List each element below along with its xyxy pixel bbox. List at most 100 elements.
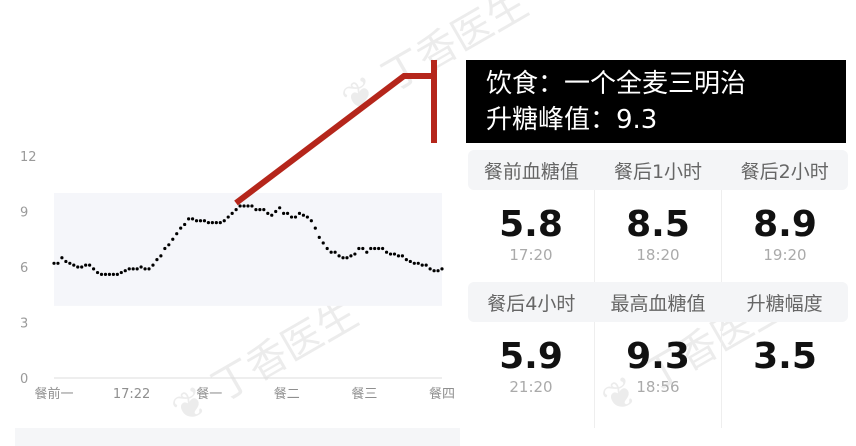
glucose-point <box>254 208 258 212</box>
stats-header-row: 餐前血糖值 餐后1小时 餐后2小时 <box>468 150 848 190</box>
stat-value: 5.9 <box>499 336 563 377</box>
glucose-point <box>119 270 123 275</box>
y-tick-label: 9 <box>20 206 28 221</box>
x-tick-label: 餐三 <box>351 386 377 402</box>
glucose-point <box>373 246 377 251</box>
stat-time: 21:20 <box>509 378 553 396</box>
stat-value: 8.5 <box>626 204 690 245</box>
glucose-point <box>317 235 321 239</box>
x-tick-label: 餐前一 <box>34 386 73 402</box>
meal-label: 饮食：一个全麦三明治 <box>486 69 747 99</box>
y-tick-label: 3 <box>20 317 28 332</box>
glucose-point <box>321 241 325 245</box>
header-cell: 餐后2小时 <box>740 160 829 183</box>
glucose-point <box>337 254 341 258</box>
stats-value-row: 5.9 21:20 9.3 18:56 3.5 <box>468 322 848 428</box>
glucose-point <box>262 208 266 212</box>
glucose-point <box>388 252 393 256</box>
glucose-point <box>341 256 345 260</box>
glucose-point <box>408 259 412 264</box>
glucose-point <box>305 215 309 219</box>
glucose-point <box>210 221 214 225</box>
glucose-point <box>95 270 100 275</box>
glucose-point <box>91 267 96 271</box>
glucose-point <box>250 204 254 208</box>
glucose-point <box>115 272 119 276</box>
glucose-point <box>420 263 424 267</box>
glucose-point <box>365 250 369 254</box>
glucose-point <box>278 206 282 210</box>
glucose-point <box>285 211 290 215</box>
glucose-point <box>357 246 361 251</box>
glucose-point <box>206 221 211 225</box>
y-tick-label: 12 <box>20 150 37 165</box>
stats-table: 餐前血糖值 餐后1小时 餐后2小时 5.8 17:20 8.5 18:20 8.9 1… <box>468 150 848 428</box>
glucose-point <box>107 272 112 276</box>
glucose-chart: 0 3 6 9 12 餐前一 17:22 餐一 餐二 餐三 餐四 <box>20 60 455 402</box>
glucose-point <box>238 204 242 208</box>
glucose-point <box>369 246 373 251</box>
glucose-point <box>246 204 250 208</box>
glucose-point <box>214 221 218 225</box>
glucose-point <box>274 209 278 214</box>
glucose-point <box>80 265 84 269</box>
stat-cell: 3.5 <box>722 322 848 428</box>
glucose-point <box>428 267 432 271</box>
glucose-point <box>123 269 127 273</box>
glucose-point <box>88 263 92 267</box>
glucose-point <box>167 243 171 247</box>
glucose-point <box>187 217 191 221</box>
stat-cell: 5.9 21:20 <box>468 322 595 428</box>
y-tick-label: 0 <box>20 372 28 387</box>
glucose-point <box>60 256 64 260</box>
stat-cell: 5.8 17:20 <box>468 190 595 282</box>
stat-time: 18:20 <box>636 246 680 264</box>
x-tick-label: 餐二 <box>274 386 300 402</box>
glucose-point <box>325 246 329 251</box>
glucose-point <box>226 215 230 219</box>
stat-value: 5.8 <box>499 204 563 245</box>
glucose-point <box>333 250 337 254</box>
stat-time: 17:20 <box>509 246 553 264</box>
glucose-point <box>297 211 302 215</box>
glucose-point <box>404 258 408 262</box>
glucose-point <box>349 254 353 258</box>
glucose-point <box>194 219 199 223</box>
glucose-point <box>56 261 60 265</box>
glucose-point <box>76 265 80 269</box>
x-tick-label: 17:22 <box>113 387 150 402</box>
glucose-point <box>175 232 179 236</box>
glucose-point <box>155 258 159 262</box>
header-cell: 餐后1小时 <box>613 160 703 183</box>
y-tick-label: 6 <box>20 261 28 276</box>
bottom-divider <box>15 428 460 446</box>
stats-value-row: 5.8 17:20 8.5 18:20 8.9 19:20 <box>468 190 848 282</box>
glucose-point <box>68 261 72 265</box>
glucose-point <box>103 272 108 276</box>
glucose-point <box>222 219 226 223</box>
glucose-point <box>183 222 187 227</box>
glucose-point <box>230 211 234 215</box>
glucose-point <box>99 272 104 276</box>
glucose-point <box>52 261 56 265</box>
stat-time: 18:56 <box>636 378 680 396</box>
glucose-point <box>329 250 333 254</box>
glucose-point <box>270 213 274 217</box>
stats-header-row: 餐后4小时 最高血糖值 升糖幅度 <box>468 282 848 322</box>
glucose-point <box>159 254 163 258</box>
glucose-point <box>440 267 444 271</box>
peak-callout-line <box>234 73 436 206</box>
glucose-point <box>293 215 298 219</box>
stat-value: 9.3 <box>626 336 690 377</box>
glucose-point <box>381 246 385 251</box>
stat-cell: 8.9 19:20 <box>722 190 848 282</box>
x-tick-label: 餐四 <box>429 386 455 402</box>
glucose-point <box>377 246 381 251</box>
glucose-point <box>190 217 195 221</box>
x-tick-label: 餐一 <box>196 386 222 402</box>
peak-label: 升糖峰值：9.3 <box>486 105 658 135</box>
glucose-point <box>202 219 207 223</box>
glucose-point <box>345 256 349 260</box>
stat-time: 19:20 <box>763 246 807 264</box>
header-cell: 升糖幅度 <box>746 292 823 315</box>
